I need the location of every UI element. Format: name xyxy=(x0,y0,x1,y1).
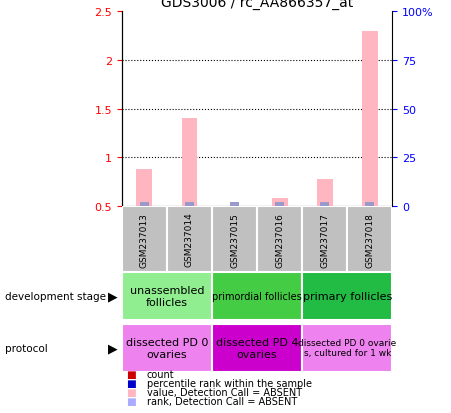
Text: count: count xyxy=(147,369,174,379)
Text: percentile rank within the sample: percentile rank within the sample xyxy=(147,378,312,388)
Text: GSM237015: GSM237015 xyxy=(230,212,239,267)
Text: ■: ■ xyxy=(126,378,136,388)
Text: GSM237018: GSM237018 xyxy=(365,212,374,267)
Bar xyxy=(182,119,198,206)
Bar xyxy=(275,203,284,206)
Bar xyxy=(365,203,374,206)
Text: value, Detection Call = ABSENT: value, Detection Call = ABSENT xyxy=(147,387,302,397)
Bar xyxy=(212,324,302,372)
Bar xyxy=(140,203,149,206)
Bar xyxy=(257,206,302,273)
Text: GSM237013: GSM237013 xyxy=(140,212,149,267)
Text: ■: ■ xyxy=(126,369,136,379)
Text: ■: ■ xyxy=(126,396,136,406)
Bar xyxy=(347,206,392,273)
Text: development stage: development stage xyxy=(5,291,106,301)
Bar xyxy=(272,199,288,206)
Text: unassembled
follicles: unassembled follicles xyxy=(129,285,204,307)
Bar xyxy=(302,273,392,320)
Bar xyxy=(167,206,212,273)
Bar xyxy=(122,273,212,320)
Bar xyxy=(230,203,239,206)
Text: ▶: ▶ xyxy=(108,342,118,354)
Text: primordial follicles: primordial follicles xyxy=(212,291,302,301)
Title: GDS3006 / rc_AA866357_at: GDS3006 / rc_AA866357_at xyxy=(161,0,353,10)
Bar xyxy=(122,206,167,273)
Bar xyxy=(137,170,152,206)
Text: protocol: protocol xyxy=(5,343,47,353)
Bar xyxy=(302,206,347,273)
Text: ▶: ▶ xyxy=(108,290,118,303)
Text: rank, Detection Call = ABSENT: rank, Detection Call = ABSENT xyxy=(147,396,297,406)
Text: primary follicles: primary follicles xyxy=(303,291,392,301)
Bar xyxy=(212,273,302,320)
Text: GSM237017: GSM237017 xyxy=(320,212,329,267)
Text: GSM237014: GSM237014 xyxy=(185,212,194,267)
Text: ■: ■ xyxy=(126,387,136,397)
Bar xyxy=(362,32,377,206)
Bar xyxy=(317,179,333,206)
Bar xyxy=(320,203,329,206)
Text: dissected PD 0 ovarie
s, cultured for 1 wk: dissected PD 0 ovarie s, cultured for 1 … xyxy=(298,338,396,358)
Text: dissected PD 4
ovaries: dissected PD 4 ovaries xyxy=(216,337,298,359)
Text: GSM237016: GSM237016 xyxy=(275,212,284,267)
Bar xyxy=(185,203,194,206)
Bar xyxy=(212,206,257,273)
Text: dissected PD 0
ovaries: dissected PD 0 ovaries xyxy=(126,337,208,359)
Bar xyxy=(122,324,212,372)
Bar xyxy=(302,324,392,372)
